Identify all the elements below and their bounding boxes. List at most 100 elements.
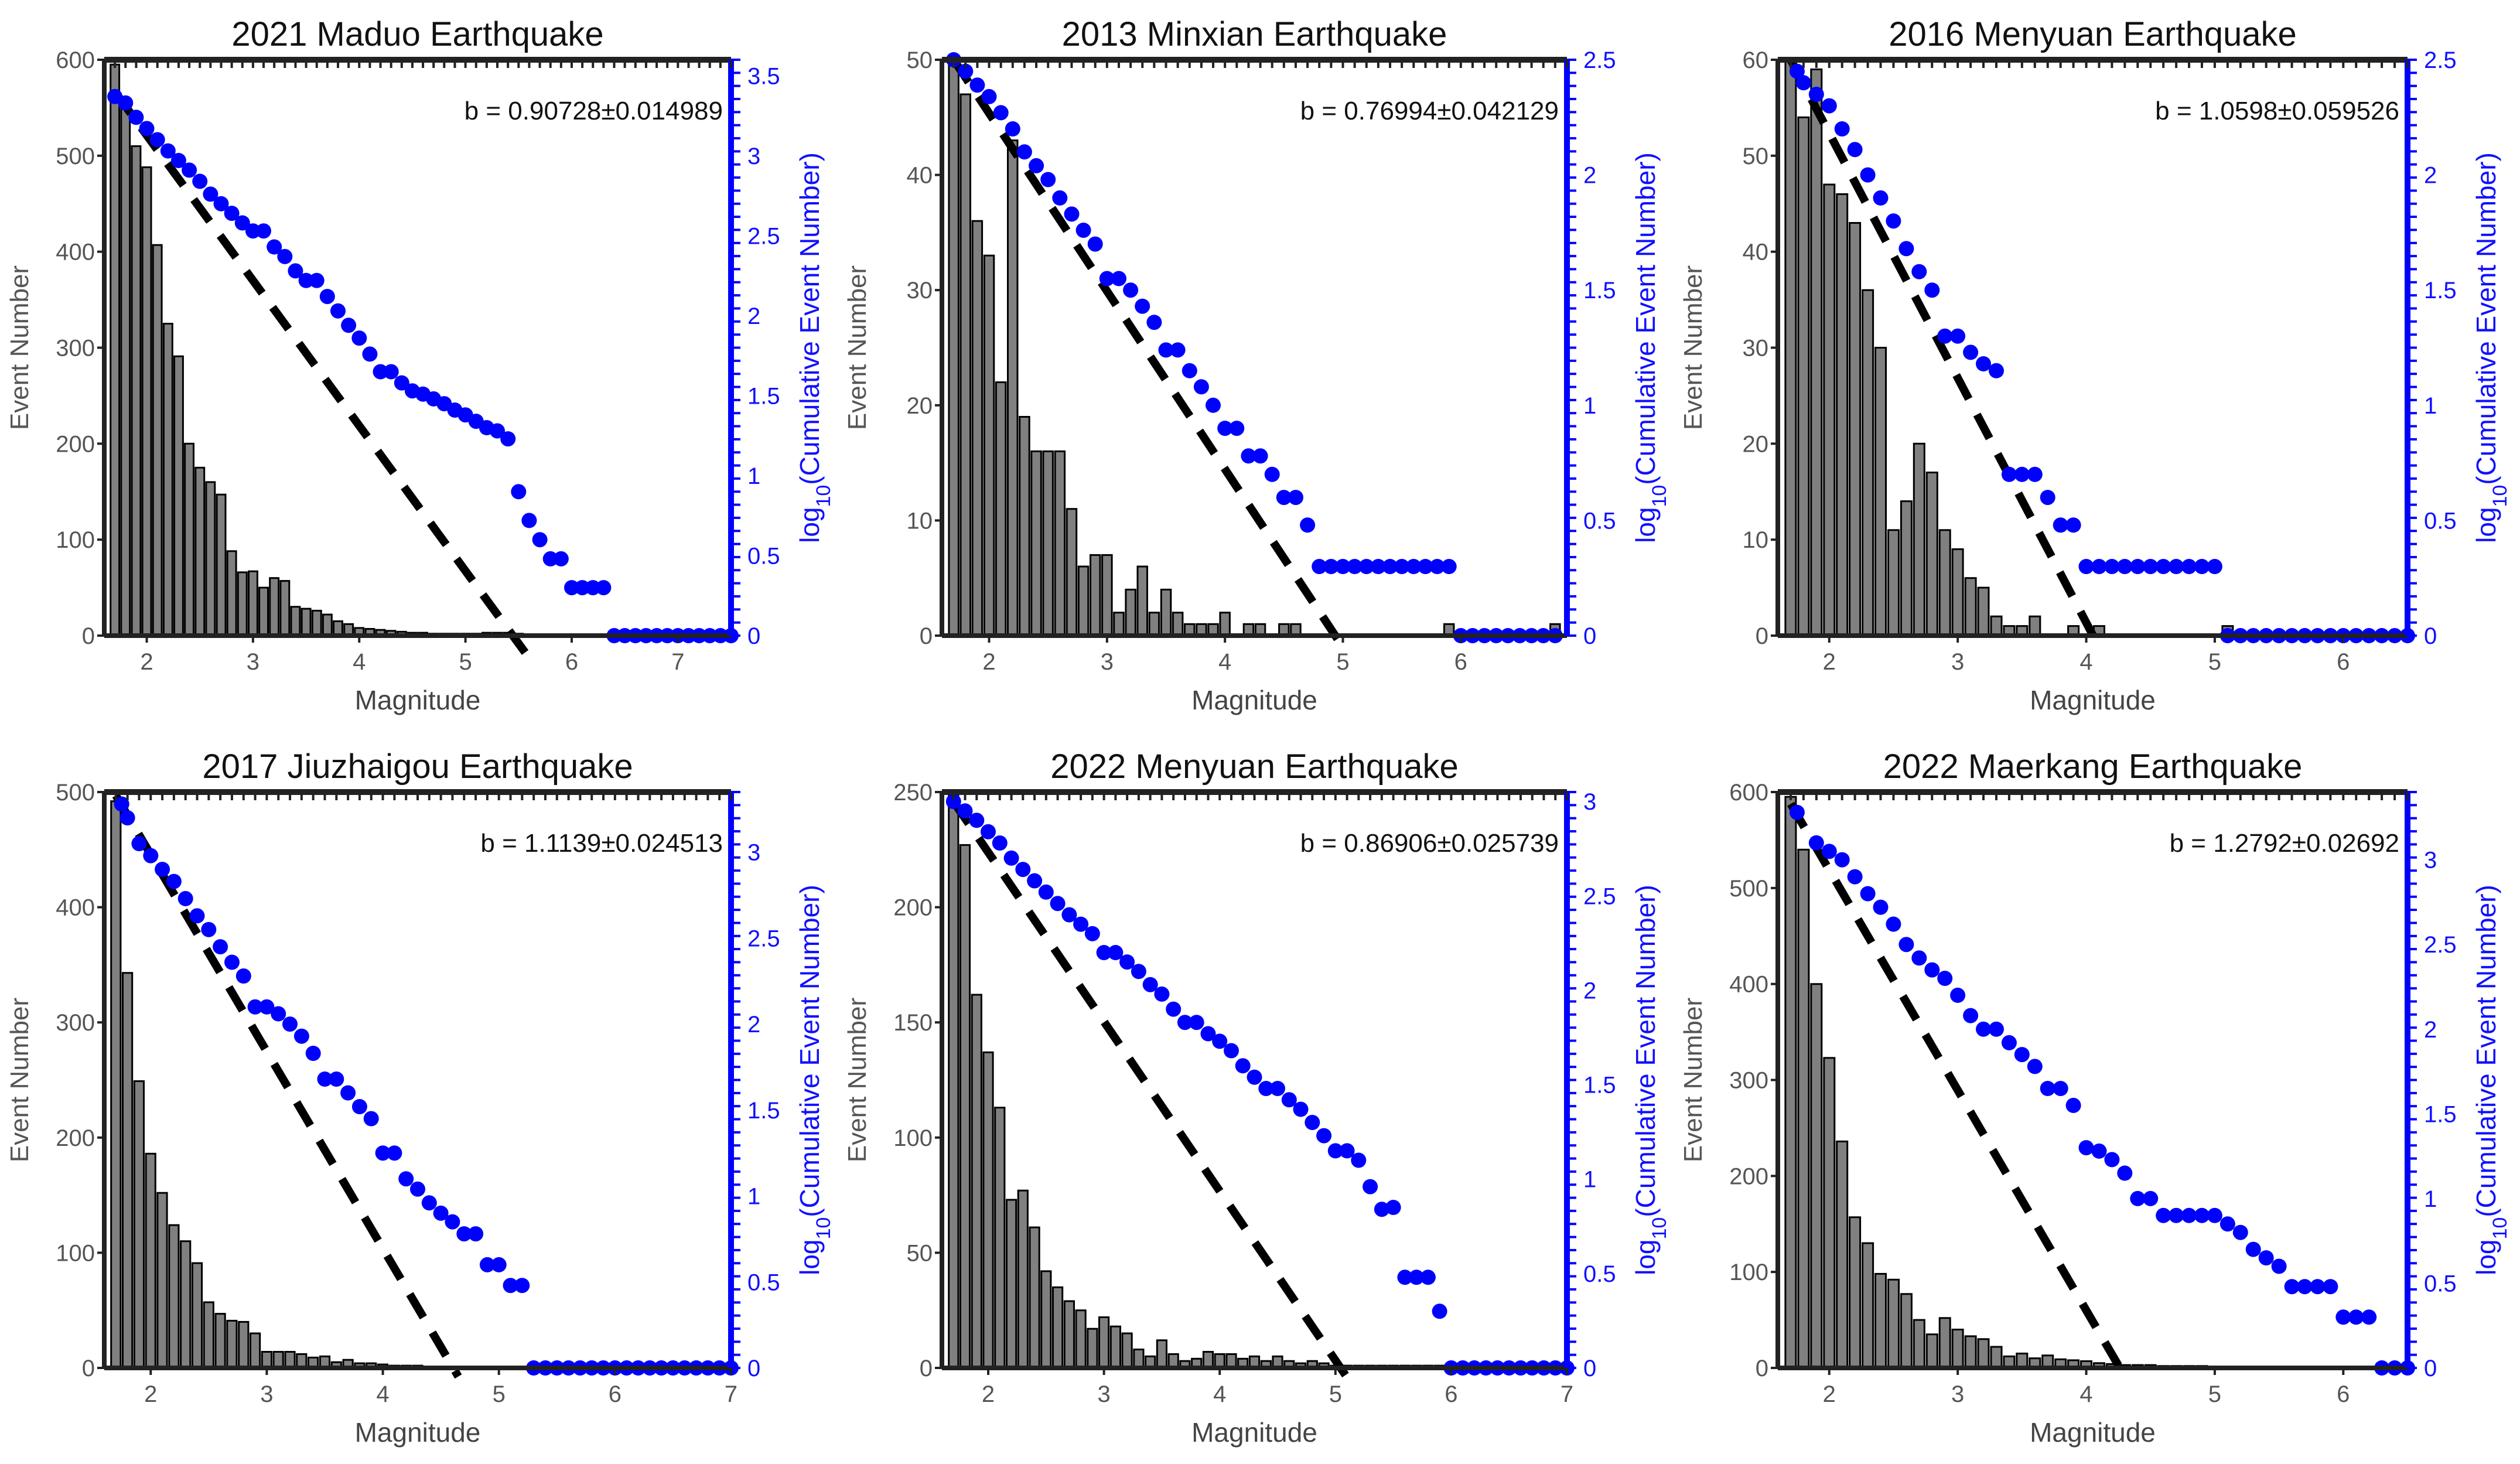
y2-axis-label: log10(Cumulative Event Number) xyxy=(2471,885,2511,1275)
histogram-bar xyxy=(1219,612,1231,637)
cumulative-point xyxy=(128,110,144,125)
histogram-bar xyxy=(133,1080,145,1369)
cumulative-point xyxy=(1075,223,1091,238)
histogram-bar xyxy=(1087,1328,1098,1369)
x-tick-label: 6 xyxy=(565,649,578,675)
cumulative-point xyxy=(1347,559,1363,574)
histogram-bar xyxy=(971,220,984,637)
histogram-bar xyxy=(1823,183,1836,637)
y-tick-label: 300 xyxy=(1729,1068,1768,1094)
cumulative-point xyxy=(1119,954,1135,970)
y2-tick-label: 1.5 xyxy=(2424,278,2457,303)
panel-1: 2 3 4 5 6 7 0 100 200 300 400 500 600 0 0.5 1 1.5 2 2.5 3 3.… xyxy=(5,15,835,715)
histogram-bar xyxy=(216,493,227,637)
cumulative-point xyxy=(1096,945,1112,960)
cumulative-point xyxy=(1229,421,1245,436)
cumulative-point xyxy=(1911,950,1927,966)
cumulative-point xyxy=(2001,1035,2017,1050)
histogram-bar xyxy=(203,1301,214,1369)
histogram-bar xyxy=(1030,450,1042,637)
b-value-fit-line xyxy=(111,89,533,661)
histogram-bar xyxy=(173,355,184,637)
histogram-bar xyxy=(168,1224,180,1369)
cumulative-point xyxy=(2104,559,2120,574)
cumulative-point xyxy=(445,1214,460,1230)
cumulative-point xyxy=(2194,559,2210,574)
histogram-bar xyxy=(1063,1300,1075,1369)
y2-tick-label: 1.5 xyxy=(747,383,780,409)
cumulative-point xyxy=(2091,1143,2107,1159)
x-tick-label: 4 xyxy=(1213,1381,1226,1407)
histogram-bar xyxy=(1810,983,1823,1369)
histogram-bar xyxy=(110,800,122,1369)
cumulative-point xyxy=(2181,559,2197,574)
cumulative-point xyxy=(213,939,228,955)
cumulative-point xyxy=(2169,559,2184,574)
cumulative-point xyxy=(143,848,159,864)
cumulative-point xyxy=(1016,144,1032,160)
histogram-bar xyxy=(1836,193,1849,637)
histogram-bar xyxy=(120,97,131,637)
y-tick-label: 150 xyxy=(893,1010,933,1036)
cumulative-point xyxy=(1235,1058,1251,1074)
histogram-bar xyxy=(184,442,195,637)
cumulative-point xyxy=(1406,559,1422,574)
histogram-bar xyxy=(1849,222,1862,637)
cumulative-point xyxy=(1394,559,1410,574)
y2-tick-label: 3 xyxy=(2424,848,2437,873)
y-tick-label: 200 xyxy=(1729,1163,1768,1189)
cumulative-point xyxy=(330,303,346,319)
cumulative-point xyxy=(309,272,325,288)
cumulative-point xyxy=(373,364,388,380)
histogram-bar xyxy=(250,1332,261,1369)
cumulative-point xyxy=(2232,1224,2248,1240)
histogram-bar xyxy=(214,1313,226,1369)
cumulative-point xyxy=(981,824,996,840)
cumulative-point xyxy=(1276,490,1292,506)
histogram-bar xyxy=(959,93,971,637)
cumulative-point xyxy=(387,1145,402,1161)
cumulative-point xyxy=(267,239,282,255)
x-tick-label: 3 xyxy=(1951,649,1964,675)
cumulative-point xyxy=(2078,559,2094,574)
cumulative-point xyxy=(1212,1033,1228,1049)
cumulative-point xyxy=(2361,1309,2377,1325)
histogram-bar xyxy=(1101,554,1113,637)
cumulative-point xyxy=(1200,1026,1216,1042)
histogram-bar xyxy=(1019,416,1030,637)
cumulative-point xyxy=(1795,75,1811,91)
y-tick-label: 200 xyxy=(56,431,95,457)
y2-tick-label: 1 xyxy=(2424,1186,2437,1212)
cumulative-point xyxy=(234,215,250,231)
histogram-bar xyxy=(237,571,248,637)
cumulative-point xyxy=(410,1181,425,1197)
cumulative-point xyxy=(542,551,558,567)
cumulative-point xyxy=(1084,926,1100,941)
cumulative-point xyxy=(1374,1202,1389,1217)
y-tick-label: 40 xyxy=(1743,240,1769,265)
cumulative-point xyxy=(1305,1115,1320,1130)
cumulative-point xyxy=(288,263,303,279)
histogram-bar xyxy=(1823,1057,1836,1369)
y-tick-label: 60 xyxy=(1743,47,1769,73)
cumulative-point xyxy=(2207,1207,2222,1223)
cumulative-point xyxy=(1429,559,1445,574)
y-tick-label: 20 xyxy=(907,393,933,419)
y2-tick-label: 0 xyxy=(747,623,760,649)
y-tick-label: 10 xyxy=(907,508,933,534)
cumulative-point xyxy=(340,1085,356,1101)
cumulative-point xyxy=(1363,1179,1378,1195)
histogram-bar xyxy=(1938,1317,1951,1369)
cumulative-point xyxy=(362,346,378,362)
cumulative-point xyxy=(1135,298,1150,314)
cumulative-point xyxy=(1300,517,1316,533)
cumulative-point xyxy=(1154,986,1170,1002)
cumulative-point xyxy=(1177,1015,1193,1030)
cumulative-point xyxy=(1146,315,1162,330)
cumulative-point xyxy=(1789,63,1805,79)
y2-axis-label: log10(Cumulative Event Number) xyxy=(1630,885,1671,1275)
histogram-bar xyxy=(948,59,959,637)
y2-tick-label: 2.5 xyxy=(747,223,780,249)
